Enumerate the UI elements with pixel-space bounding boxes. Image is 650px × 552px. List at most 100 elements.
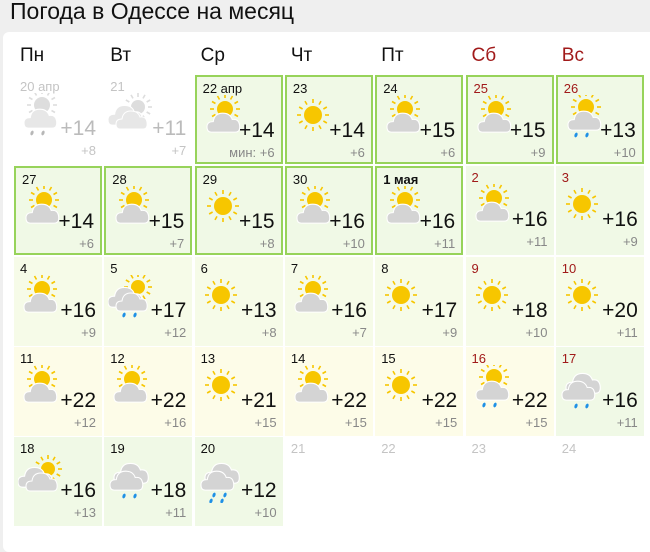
day-cell[interactable]: 29 +15 +8 bbox=[194, 166, 283, 255]
weekday-header: Вс bbox=[561, 45, 584, 66]
max-temp: +17 bbox=[150, 299, 187, 322]
max-temp: +15 bbox=[148, 210, 185, 233]
day-cell[interactable]: 17 +16 +11 bbox=[555, 347, 644, 436]
partly-cloudy-icon bbox=[291, 185, 339, 234]
partly-cloudy-icon bbox=[470, 183, 518, 232]
min-temp: +13 bbox=[74, 505, 96, 520]
min-temp: +10 bbox=[343, 236, 365, 251]
day-cell[interactable]: 10 +20 +11 bbox=[555, 257, 644, 346]
min-temp: +6 bbox=[440, 145, 455, 160]
max-temp: +14 bbox=[238, 119, 275, 142]
max-temp: +16 bbox=[60, 299, 96, 322]
min-temp-value: +11 bbox=[434, 236, 456, 251]
day-date: 23 bbox=[292, 81, 308, 96]
partly-cloudy-icon bbox=[108, 364, 156, 413]
partly-cloudy-icon bbox=[289, 274, 337, 323]
overcast-rain-icon bbox=[108, 455, 156, 503]
day-cell[interactable]: 16 +22 +15 bbox=[465, 347, 554, 436]
min-temp-value: +9 bbox=[442, 325, 458, 340]
overcast-heavy-rain-icon bbox=[199, 455, 247, 504]
partly-cloudy-icon bbox=[110, 185, 158, 234]
day-cell[interactable]: 23 +14 +6 bbox=[284, 75, 373, 164]
min-temp: +11 bbox=[165, 505, 186, 520]
partly-cloudy-rain-icon bbox=[562, 92, 610, 143]
day-cell[interactable]: 14 +22 +15 bbox=[284, 347, 373, 436]
cloudy-sun-icon bbox=[17, 455, 66, 503]
min-temp-value: +16 bbox=[164, 415, 187, 430]
day-cell[interactable]: 8 +17 +9 bbox=[375, 257, 464, 346]
min-temp: +9 bbox=[442, 325, 457, 340]
sun-icon bbox=[199, 365, 247, 413]
min-temp-value: +7 bbox=[352, 325, 367, 340]
min-temp: +7 bbox=[171, 143, 186, 158]
sun-icon bbox=[379, 365, 427, 413]
min-temp-value: +6 bbox=[440, 145, 456, 160]
partly-cloudy-icon bbox=[201, 94, 249, 143]
sun-icon bbox=[470, 275, 518, 323]
min-temp-value: +8 bbox=[261, 325, 277, 340]
max-temp: +16 bbox=[60, 479, 96, 502]
day-cell[interactable]: 9 +18 +10 bbox=[465, 257, 554, 346]
partly-cloudy-icon bbox=[18, 364, 66, 413]
day-date: 13 bbox=[200, 351, 216, 366]
day-date: 16 bbox=[471, 351, 486, 366]
day-cell[interactable]: 21 +11 +7 bbox=[104, 75, 192, 164]
min-temp-value: +12 bbox=[164, 325, 187, 340]
day-cell[interactable]: 25 +15 +9 bbox=[465, 75, 554, 164]
min-temp: +6 bbox=[79, 236, 94, 251]
min-temp: +9 bbox=[81, 325, 96, 340]
max-temp: +20 bbox=[602, 299, 638, 322]
min-temp: +15 bbox=[435, 415, 457, 430]
weekday-header: Сб bbox=[471, 45, 497, 66]
day-cell[interactable]: 7 +16 +7 bbox=[284, 257, 373, 346]
day-cell[interactable]: 28 +15 +7 bbox=[104, 166, 193, 255]
day-cell[interactable]: 4 +16 +9 bbox=[14, 257, 102, 346]
day-cell[interactable]: 18 +16 +13 bbox=[14, 437, 102, 526]
min-temp-value: +15 bbox=[344, 415, 367, 430]
max-temp: +17 bbox=[421, 299, 458, 322]
partly-cloudy-rain-icon bbox=[18, 90, 66, 141]
min-temp: +8 bbox=[81, 143, 96, 158]
day-date: 12 bbox=[110, 351, 125, 366]
day-cell[interactable]: 27 +14 +6 bbox=[14, 166, 102, 255]
day-cell[interactable]: 20 апр +14 +8 bbox=[14, 75, 102, 164]
day-cell-empty: 22 bbox=[375, 437, 463, 526]
day-cell[interactable]: 22 апр +14 мин: +6 bbox=[194, 75, 283, 164]
day-date: 18 bbox=[20, 441, 35, 456]
day-cell[interactable]: 26 +13 +10 bbox=[555, 75, 644, 164]
day-cell[interactable]: 2 +16 +11 bbox=[465, 166, 554, 255]
day-date: 15 bbox=[381, 351, 396, 366]
max-temp: +18 bbox=[150, 479, 187, 502]
day-cell[interactable]: 20 +12 +10 bbox=[194, 437, 283, 526]
min-temp-value: +8 bbox=[81, 143, 96, 158]
min-temp-value: +10 bbox=[254, 505, 277, 520]
day-date: 9 bbox=[471, 261, 479, 276]
day-cell[interactable]: 6 +13 +8 bbox=[194, 257, 283, 346]
day-cell[interactable]: 24 +15 +6 bbox=[375, 75, 464, 164]
day-cell[interactable]: 11 +22 +12 bbox=[14, 347, 102, 436]
sun-icon bbox=[201, 186, 249, 234]
day-date: 8 bbox=[381, 261, 389, 276]
day-cell[interactable]: 30 +16 +10 bbox=[284, 166, 373, 255]
weekday-header: Вт bbox=[110, 45, 132, 66]
min-temp: +11 bbox=[434, 236, 455, 251]
day-date: 11 bbox=[20, 351, 34, 366]
day-date: 25 bbox=[473, 81, 488, 96]
min-temp: +15 bbox=[255, 415, 277, 430]
weekday-header: Ср bbox=[200, 45, 225, 66]
day-date: 1 мая bbox=[383, 172, 419, 187]
day-cell[interactable]: 1 мая +16 +11 bbox=[375, 166, 464, 255]
min-temp: +11 bbox=[617, 325, 638, 340]
max-temp: +16 bbox=[419, 210, 456, 233]
day-cell[interactable]: 15 +22 +15 bbox=[375, 347, 464, 436]
day-date: 20 апр bbox=[20, 79, 60, 94]
max-temp: +22 bbox=[421, 389, 458, 412]
day-cell[interactable]: 5 +17 +12 bbox=[104, 257, 193, 346]
day-cell[interactable]: 12 +22 +16 bbox=[104, 347, 193, 436]
day-cell[interactable]: 3 +16 +9 bbox=[555, 166, 644, 255]
sun-icon bbox=[291, 95, 339, 143]
day-cell[interactable]: 13 +21 +15 bbox=[194, 347, 283, 436]
min-temp: мин: +6 bbox=[229, 145, 274, 160]
day-cell[interactable]: 19 +18 +11 bbox=[104, 437, 193, 526]
day-date: 21 bbox=[290, 441, 306, 456]
